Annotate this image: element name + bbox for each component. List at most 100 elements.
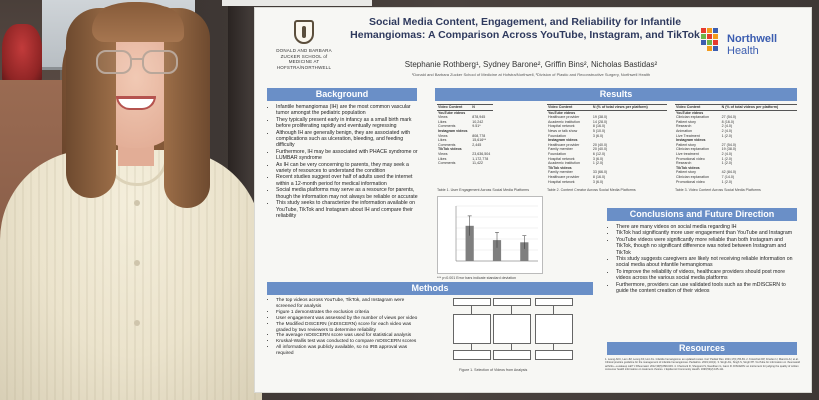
- table-cell: TikTok videos: [438, 147, 462, 152]
- glasses: [96, 50, 180, 78]
- bullet-item: Although IH are generally benign, they a…: [276, 130, 419, 149]
- table-cell: Promotional video: [676, 156, 705, 161]
- table-2-caption: Table 2. Content Creator Across Social M…: [547, 188, 636, 192]
- table-row: Hospital network 3 (6.0): [547, 157, 667, 162]
- selection-flowchart: Figure 1. Selection of Videos from Analy…: [439, 298, 589, 380]
- poster-authors: Stephanie Rothberg¹, Sydney Barone², Gri…: [404, 60, 658, 69]
- table-row: Research 2 (4.0): [675, 124, 797, 129]
- table-cell: Patient story: [676, 119, 696, 124]
- table-cell: 2 (4.0): [721, 124, 733, 129]
- table-header: Video Content: [437, 104, 472, 111]
- bullet-item: This study suggests caregivers are likel…: [616, 256, 799, 269]
- bullet-item: Furthermore, providers can use validated…: [616, 282, 799, 295]
- table-cell: 1 (2.0): [592, 161, 604, 166]
- table-header: Video Content: [547, 104, 592, 111]
- table-row: Comments 11,422: [437, 161, 493, 166]
- conclusions-heading: Conclusions and Future Direction: [607, 208, 797, 221]
- sweater-texture: [0, 150, 262, 400]
- table-row: News or talk show 5 (10.0): [547, 129, 667, 134]
- table-row: Comments 2,445: [437, 143, 493, 148]
- bullet-item: All information was publicly available, …: [276, 345, 419, 357]
- flow-box: [493, 314, 531, 344]
- table-header: N (% of total views per platform): [591, 104, 667, 111]
- table-row: YouTube videos: [675, 110, 797, 115]
- table-row: Research 1 (2.0): [675, 161, 797, 166]
- logo-square: [707, 40, 712, 45]
- table-cell: 10,242: [472, 119, 484, 124]
- table-cell: 15,616**: [472, 138, 487, 143]
- bullet-item: Furthermore, IH may be associated with P…: [276, 149, 419, 162]
- table-cell: Research: [676, 124, 692, 129]
- table-cell: TikTok videos: [676, 165, 700, 170]
- bullet-item: YouTube videos were significantly more r…: [616, 237, 799, 256]
- poster-title: Social Media Content, Engagement, and Re…: [350, 16, 700, 41]
- table-cell: Clinician explanation: [676, 147, 709, 152]
- table-cell: 27 (54.0): [721, 115, 737, 120]
- bullet-item: This study seeks to characterize the inf…: [276, 200, 419, 219]
- table-cell: Clinician explanation: [676, 115, 709, 120]
- table-row: Hospital network 8 (16.0): [547, 124, 667, 129]
- table-cell: Hospital network: [548, 179, 575, 184]
- flow-box: [493, 298, 531, 306]
- flow-arrow: [553, 344, 554, 350]
- table-cell: Clinician explanation: [676, 174, 709, 179]
- table-cell: Instagram videos: [676, 138, 706, 143]
- table-cell: Comments: [438, 142, 456, 147]
- table-row: Patient story 27 (54.0): [675, 143, 797, 148]
- resources-heading: Resources: [607, 342, 797, 355]
- table-cell: 9.51*: [472, 124, 481, 129]
- bullet-item: Kruskal-Wallis test was conducted to com…: [276, 339, 419, 345]
- table-row: Healthcare provider 19 (38.0): [547, 115, 667, 120]
- table-row: Likes 15,616**: [437, 138, 493, 143]
- table-cell: Foundation: [548, 133, 566, 138]
- table-cell: News or talk show: [548, 128, 578, 133]
- table-cell: 3 (6.0): [592, 179, 604, 184]
- table-cell: Live treatment: [676, 151, 699, 156]
- table-cell: 1 (2.0): [721, 161, 733, 166]
- table-row: YouTube videos: [547, 110, 667, 115]
- table-cell: Hospital network: [548, 124, 575, 129]
- table-cell: Healthcare provider: [548, 174, 580, 179]
- flow-arrow: [553, 306, 554, 314]
- results-heading: Results: [435, 88, 797, 101]
- flow-box: [535, 298, 573, 306]
- table-cell: 878,945: [472, 115, 486, 120]
- table-cell: 20 (40.0): [592, 147, 608, 152]
- bullet-item: Figure 1 demonstrates the exclusion crit…: [276, 310, 419, 316]
- table-cell: Foundation: [548, 151, 566, 156]
- table-1-caption: Table 1. User Engagement Across Social M…: [437, 188, 530, 192]
- table-cell: 27 (54.0): [721, 142, 737, 147]
- flow-box: [493, 350, 531, 360]
- table-row: Healthcare provider 20 (40.0): [547, 143, 667, 148]
- resources-text: 1. Leung AKC, Lam JM, Leong KF, Hon KL. …: [605, 358, 800, 371]
- table-header: N: [471, 104, 493, 111]
- table-cell: 42 (84.0): [721, 170, 737, 175]
- table-cell: Instagram videos: [438, 128, 468, 133]
- table-header: N (% of total videos per platform): [720, 104, 797, 111]
- table-cell: 2,445: [472, 142, 482, 147]
- bullet-item: User engagement was assessed by the numb…: [276, 316, 419, 322]
- table-row: Instagram videos: [547, 138, 667, 143]
- flow-box: [453, 350, 491, 360]
- logo-square: [701, 40, 706, 45]
- table-cell: Likes: [438, 156, 447, 161]
- presenter: [0, 0, 270, 400]
- logo-square: [701, 28, 706, 33]
- bullet-item: Infantile hemangiomas (IH) are the most …: [276, 104, 419, 117]
- flow-arrow: [471, 306, 472, 314]
- table-cell: Views: [438, 115, 448, 120]
- bullet-item: TikTok had significantly more user engag…: [616, 230, 799, 236]
- table-row: Academic institution 14 (28.0): [547, 120, 667, 125]
- table-cell: Views: [438, 151, 448, 156]
- table-row: TikTok videos: [675, 166, 797, 171]
- bullet-item: The average mDISCERN score was used for …: [276, 333, 419, 339]
- table-cell: 1,172,778: [472, 156, 489, 161]
- table-cell: Patient story: [676, 142, 696, 147]
- logo-square: [707, 46, 712, 51]
- poster-header: DONALD AND BARBARA ZUCKER SCHOOL of MEDI…: [255, 8, 811, 84]
- table-row: Likes 10,242: [437, 120, 493, 125]
- board-sign: [222, 0, 372, 6]
- methods-bullets: The top videos across YouTube, TikTok, a…: [269, 298, 419, 357]
- logo-square: [713, 28, 718, 33]
- table-cell: YouTube videos: [548, 110, 576, 115]
